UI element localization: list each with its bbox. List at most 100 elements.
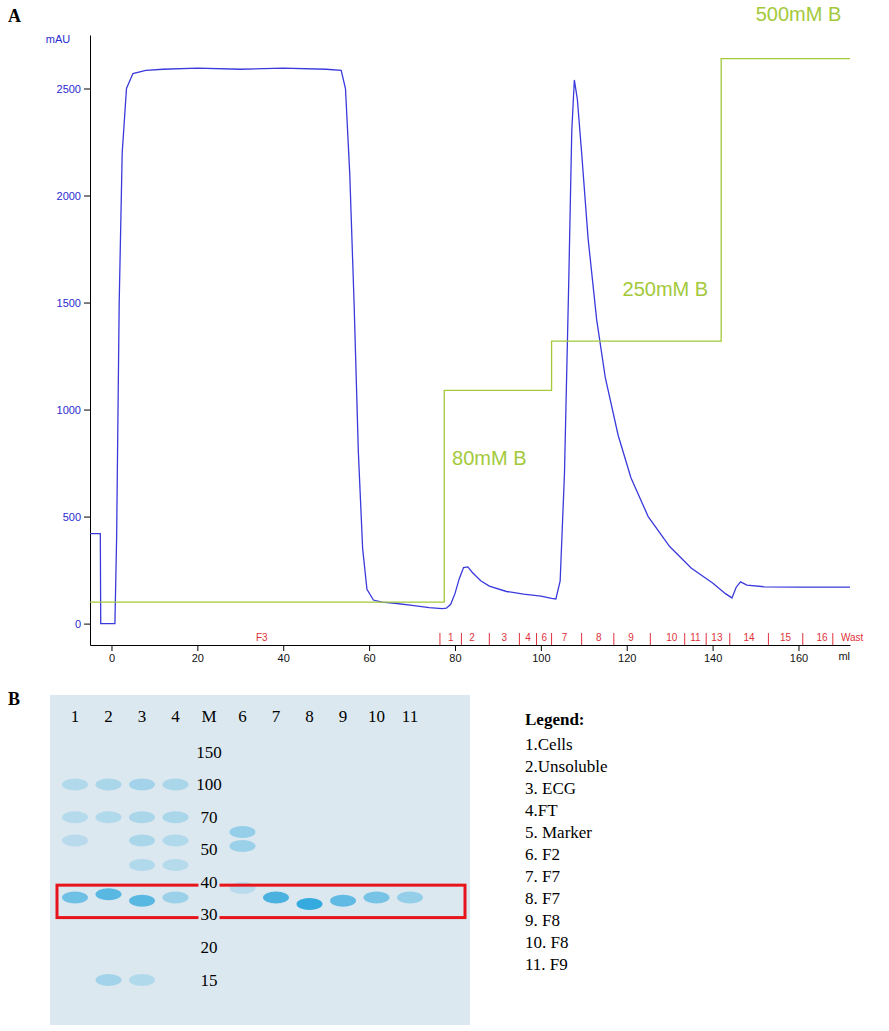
- marker: 30: [199, 905, 220, 924]
- figure: A020406080100120140160050010001500200025…: [0, 0, 889, 1031]
- fraction-label: 6: [542, 632, 548, 643]
- marker: 50: [199, 840, 220, 859]
- gel-band: [163, 779, 189, 791]
- legend-item: 8. F7: [525, 889, 560, 908]
- fraction-label: 10: [666, 632, 678, 643]
- gel-band: [330, 895, 356, 907]
- y-tick: 2000: [57, 190, 90, 202]
- fraction-edge: [706, 633, 707, 645]
- x-tick-mark: [627, 645, 628, 651]
- x-tick-mark: [713, 645, 714, 651]
- x-tick-label: 140: [704, 652, 722, 664]
- gel-band: [62, 834, 88, 846]
- x-tick-label: 20: [192, 652, 204, 664]
- marker-label: 15: [201, 971, 218, 990]
- fraction-label: 11: [690, 632, 701, 643]
- x-tick-label: 80: [449, 652, 461, 664]
- gel-band: [163, 811, 189, 823]
- y-tick-label: 2000: [57, 190, 81, 202]
- gel-band: [263, 891, 289, 903]
- marker: 100: [194, 775, 224, 794]
- gel: 1234M67891011150100705040302015: [50, 695, 470, 1025]
- y-tick-mark: [84, 89, 90, 90]
- fraction-edge: [461, 633, 462, 645]
- lane-label: 6: [238, 707, 247, 726]
- y-tick: 1000: [57, 404, 90, 416]
- x-tick: 60: [363, 645, 375, 664]
- fraction-edge: [650, 633, 651, 645]
- y-tick-label: 2500: [57, 83, 81, 95]
- y-tick-mark: [84, 410, 90, 411]
- fraction-label: 7: [562, 632, 568, 643]
- x-tick-label: 100: [532, 652, 550, 664]
- legend-item: 4.FT: [525, 801, 558, 820]
- x-tick: 160: [790, 645, 808, 664]
- marker-label-patch: [194, 743, 224, 762]
- fraction-edge: [551, 633, 552, 645]
- annotation: 80mM B: [452, 447, 526, 469]
- marker-label: 30: [201, 905, 218, 924]
- x-tick-label: 60: [363, 652, 375, 664]
- marker: 150: [194, 743, 224, 762]
- gel-band: [96, 779, 122, 791]
- fraction-label: F3: [256, 632, 268, 643]
- legend-item: 7. F7: [525, 867, 560, 886]
- legend-item: 9. F8: [525, 911, 560, 930]
- annotations: 80mM B 250mM B 500mM B: [452, 3, 841, 469]
- gel-band: [62, 779, 88, 791]
- y-axis: 0 500 1000 1500 2000 2500: [57, 36, 91, 646]
- fraction-label: Wast: [841, 632, 864, 643]
- highlight-box: [57, 885, 465, 917]
- y-axis-line: [90, 36, 91, 646]
- gradient-trace: [90, 59, 850, 603]
- gel-band: [129, 779, 155, 791]
- gel-band: [230, 826, 256, 838]
- gel-band: [364, 891, 390, 903]
- gel-band: [129, 974, 155, 986]
- gel-band: [297, 898, 323, 910]
- gel-band: [129, 859, 155, 871]
- legend-item: 2.Unsoluble: [525, 757, 608, 776]
- fraction-label: 14: [744, 632, 756, 643]
- x-tick: 100: [532, 645, 550, 664]
- fraction-edge: [613, 633, 614, 645]
- uv-trace: [90, 68, 850, 623]
- y-tick: 0: [75, 618, 90, 630]
- fraction-edge: [729, 633, 730, 645]
- x-tick: 20: [192, 645, 204, 664]
- y-tick: 500: [63, 511, 90, 523]
- fraction-edge: [439, 633, 440, 645]
- fraction-edge: [489, 633, 490, 645]
- marker-label: 70: [201, 808, 218, 827]
- plot-area: [90, 59, 850, 624]
- marker: 40: [199, 873, 220, 892]
- fractions: F312346789101113141516Wast: [256, 632, 864, 645]
- gel-band: [129, 834, 155, 846]
- annotation: 500mM B: [756, 3, 842, 25]
- marker: 20: [199, 938, 220, 957]
- gel-legend: Legend:1.Cells2.Unsoluble3. ECG4.FT5. Ma…: [525, 710, 608, 974]
- panel-label: B: [8, 689, 20, 709]
- lane-label: M: [201, 707, 216, 726]
- fraction-edge: [802, 633, 803, 645]
- y-tick-label: 500: [63, 511, 81, 523]
- fraction-label: 3: [502, 632, 508, 643]
- legend-title: Legend:: [525, 710, 585, 729]
- marker-label-patch: [199, 971, 220, 990]
- y-tick: 2500: [57, 83, 90, 95]
- gel-band: [163, 891, 189, 903]
- marker-label-patch: [199, 938, 220, 957]
- y-tick-label: 1500: [57, 297, 81, 309]
- panel-label: A: [8, 6, 21, 26]
- legend-item: 11. F9: [525, 955, 568, 974]
- gel-band: [163, 834, 189, 846]
- x-tick-label: 0: [109, 652, 115, 664]
- legend-item: 3. ECG: [525, 779, 576, 798]
- fraction-label: 16: [817, 632, 829, 643]
- marker-label: 150: [196, 743, 222, 762]
- annotation: 250mM B: [623, 278, 709, 300]
- marker-label: 40: [201, 873, 218, 892]
- fraction-edge: [536, 633, 537, 645]
- gel-band: [163, 859, 189, 871]
- x-tick-mark: [369, 645, 370, 651]
